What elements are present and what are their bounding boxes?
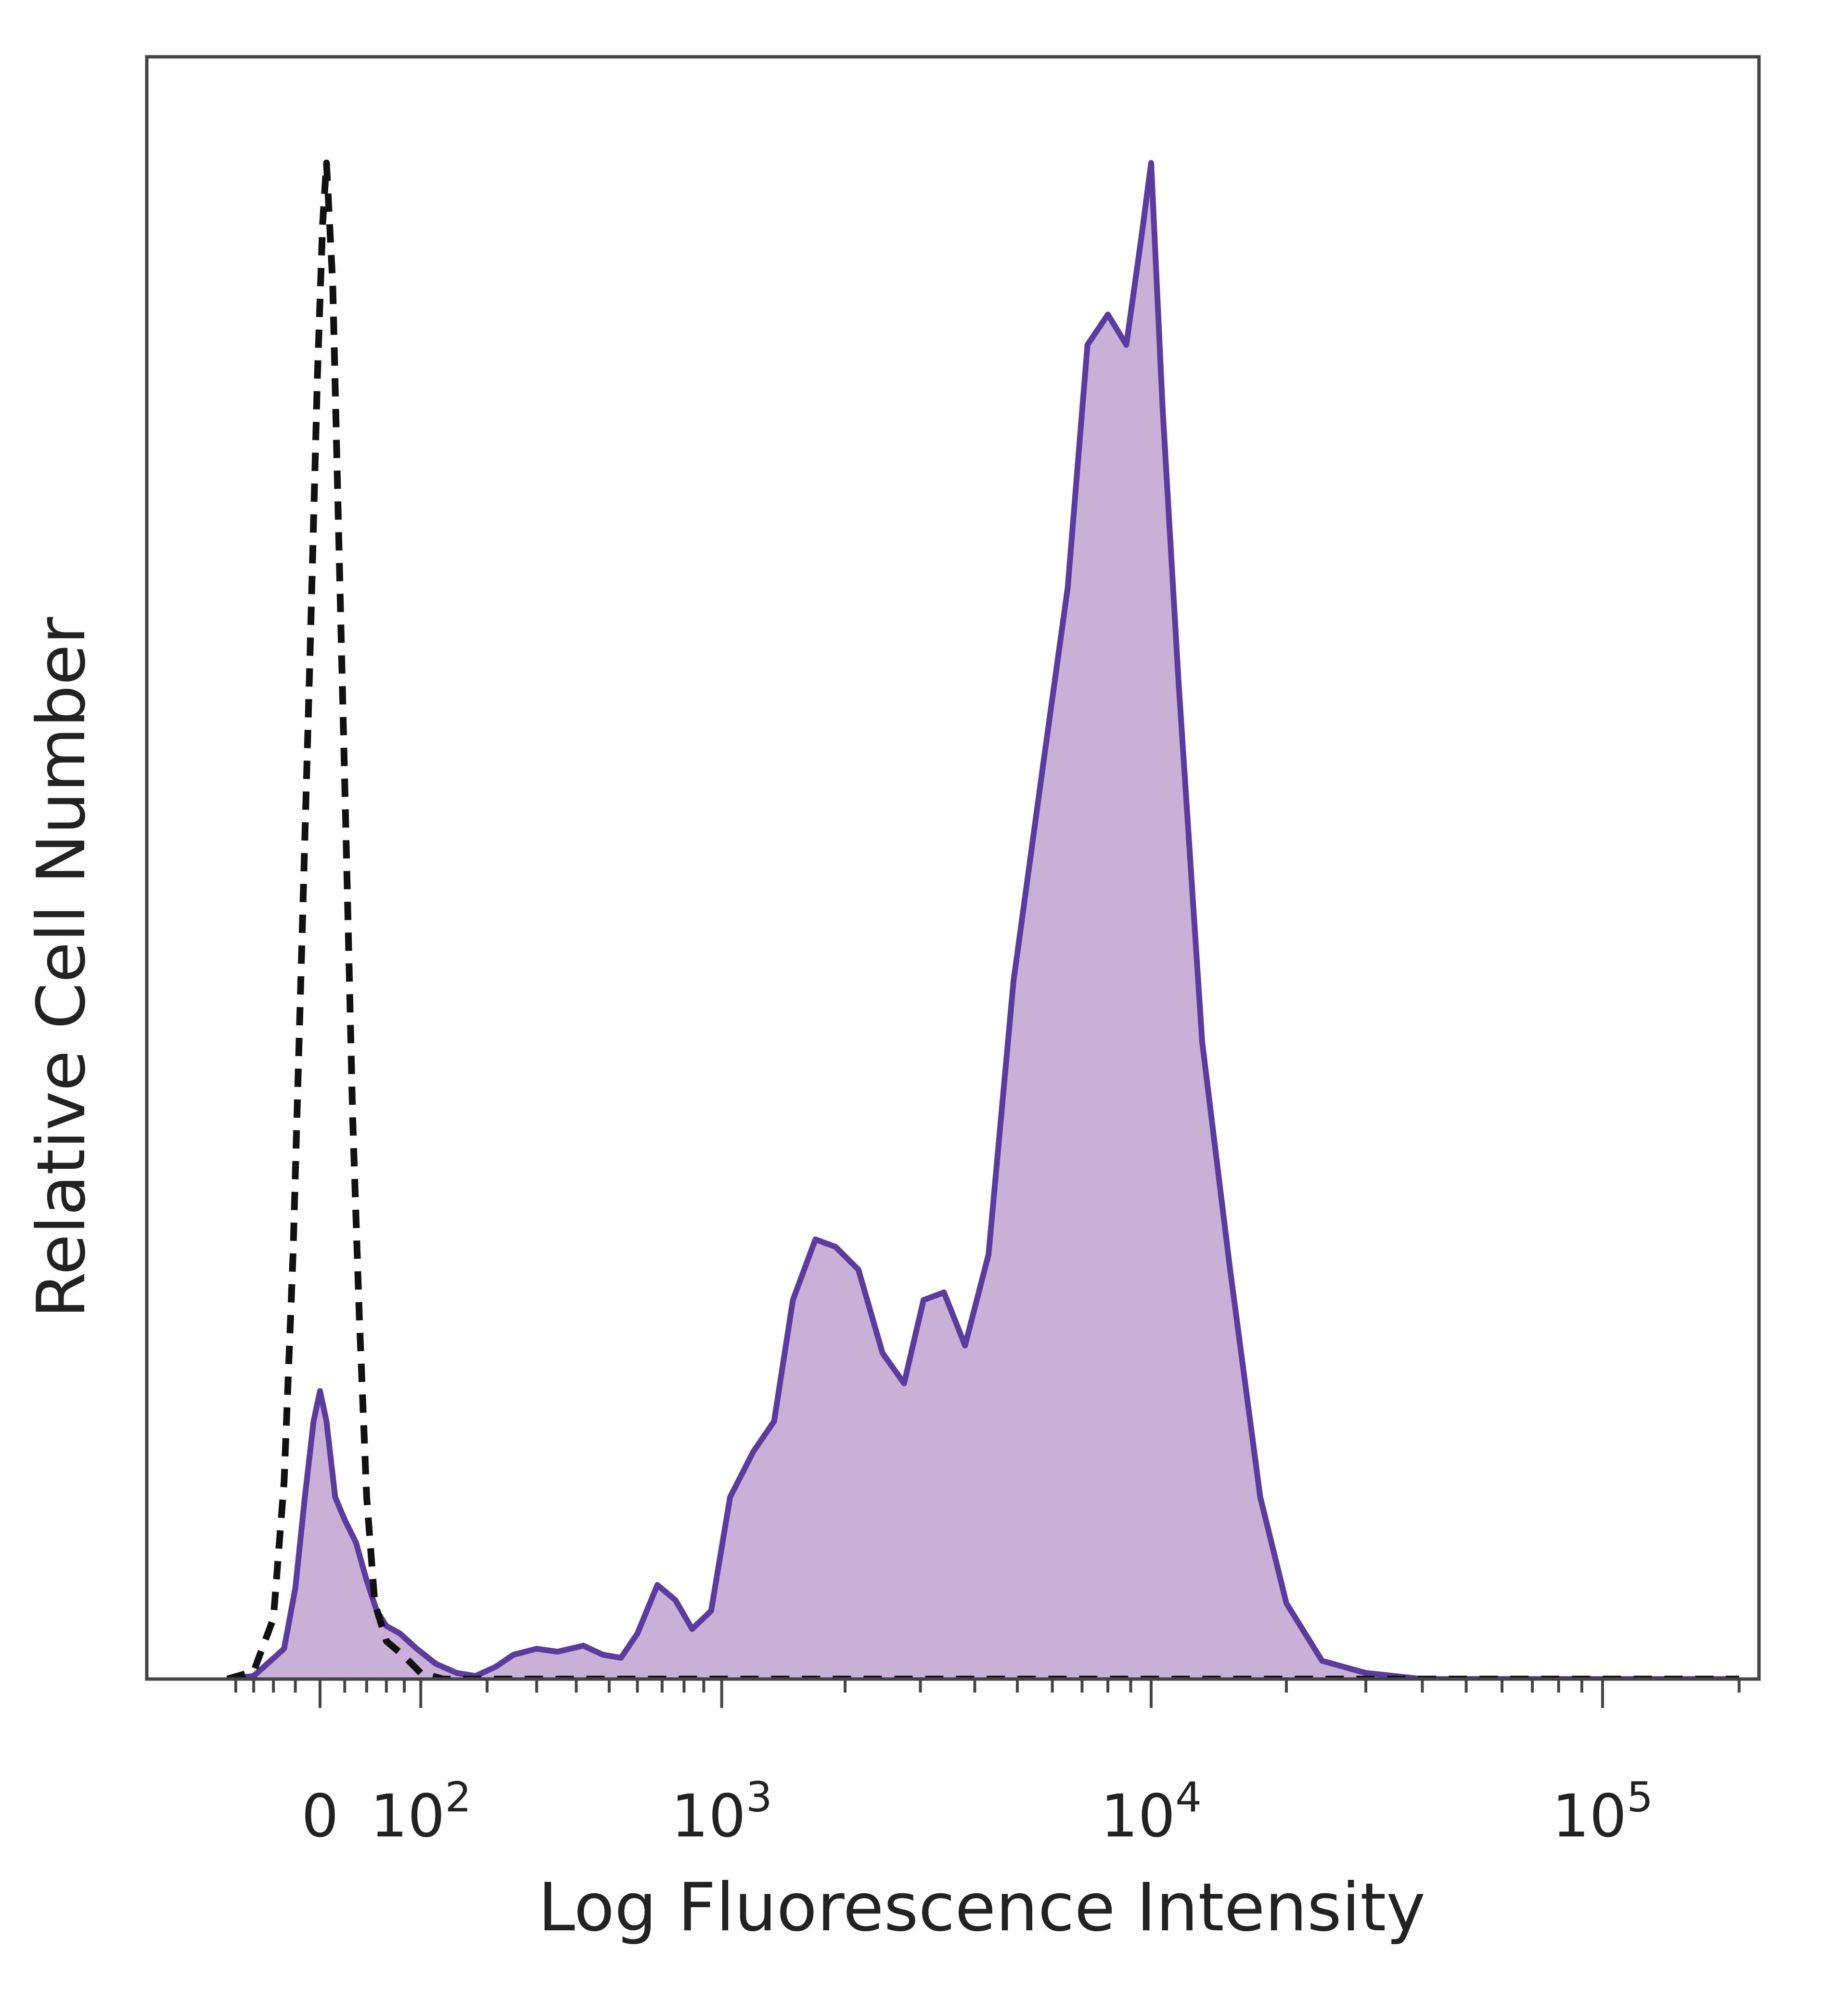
x-tick-label: 0: [301, 1782, 339, 1850]
x-axis-tick-labels: 0 102 103 104 105: [301, 1773, 1653, 1850]
stained-histogram-fill: [227, 163, 1739, 1679]
x-tick-label: 105: [1552, 1773, 1653, 1850]
x-tick-label-exponent: 2: [445, 1773, 472, 1822]
x-tick-label-base: 10: [671, 1782, 746, 1850]
control-histogram-dashed-line: [226, 159, 1739, 1679]
x-tick-label-base: 10: [370, 1782, 445, 1850]
y-axis-title: Relative Cell Number: [23, 617, 100, 1318]
x-axis-ticks: [234, 1679, 1741, 1708]
x-tick-label-exponent: 3: [746, 1773, 772, 1822]
stained-histogram-line: [227, 160, 1739, 1679]
plot-area: [226, 159, 1739, 1679]
x-tick-label-exponent: 5: [1627, 1773, 1653, 1822]
plot-frame: [145, 55, 1761, 1681]
x-tick-label: 102: [370, 1773, 471, 1850]
x-tick-label-exponent: 4: [1175, 1773, 1202, 1822]
x-tick-label: 104: [1101, 1773, 1202, 1850]
x-tick-label: 103: [671, 1773, 772, 1850]
x-axis-title: Log Fluorescence Intensity: [538, 1869, 1425, 1946]
x-tick-label-base: 0: [301, 1782, 339, 1850]
x-tick-label-base: 10: [1101, 1782, 1175, 1850]
x-tick-label-base: 10: [1552, 1782, 1627, 1850]
